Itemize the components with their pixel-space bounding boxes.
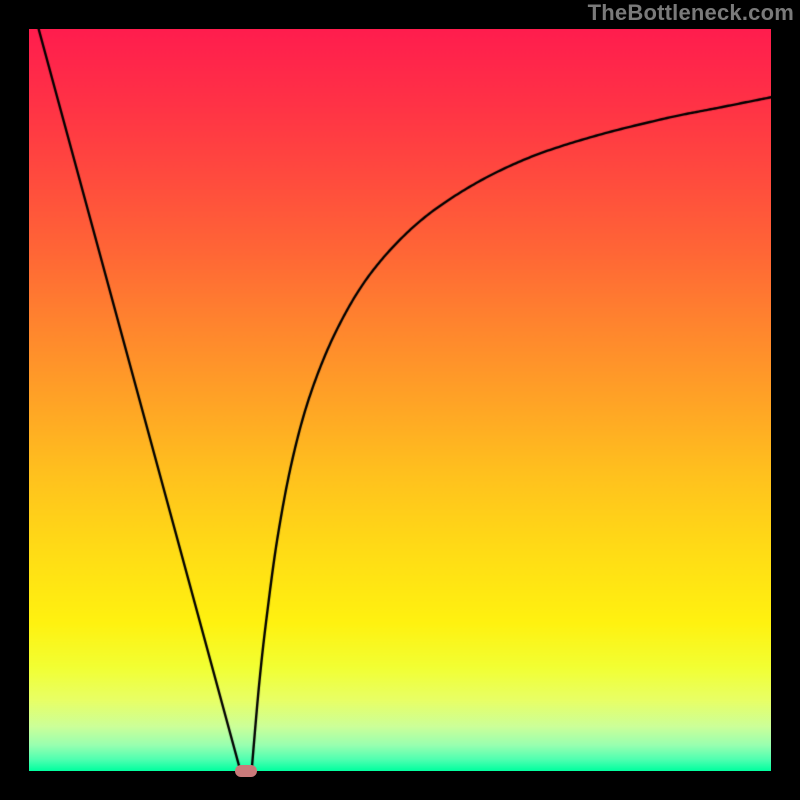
plot-area — [29, 29, 771, 771]
bottleneck-marker — [235, 765, 257, 777]
watermark-text: TheBottleneck.com — [588, 0, 794, 26]
chart-container: TheBottleneck.com — [0, 0, 800, 800]
